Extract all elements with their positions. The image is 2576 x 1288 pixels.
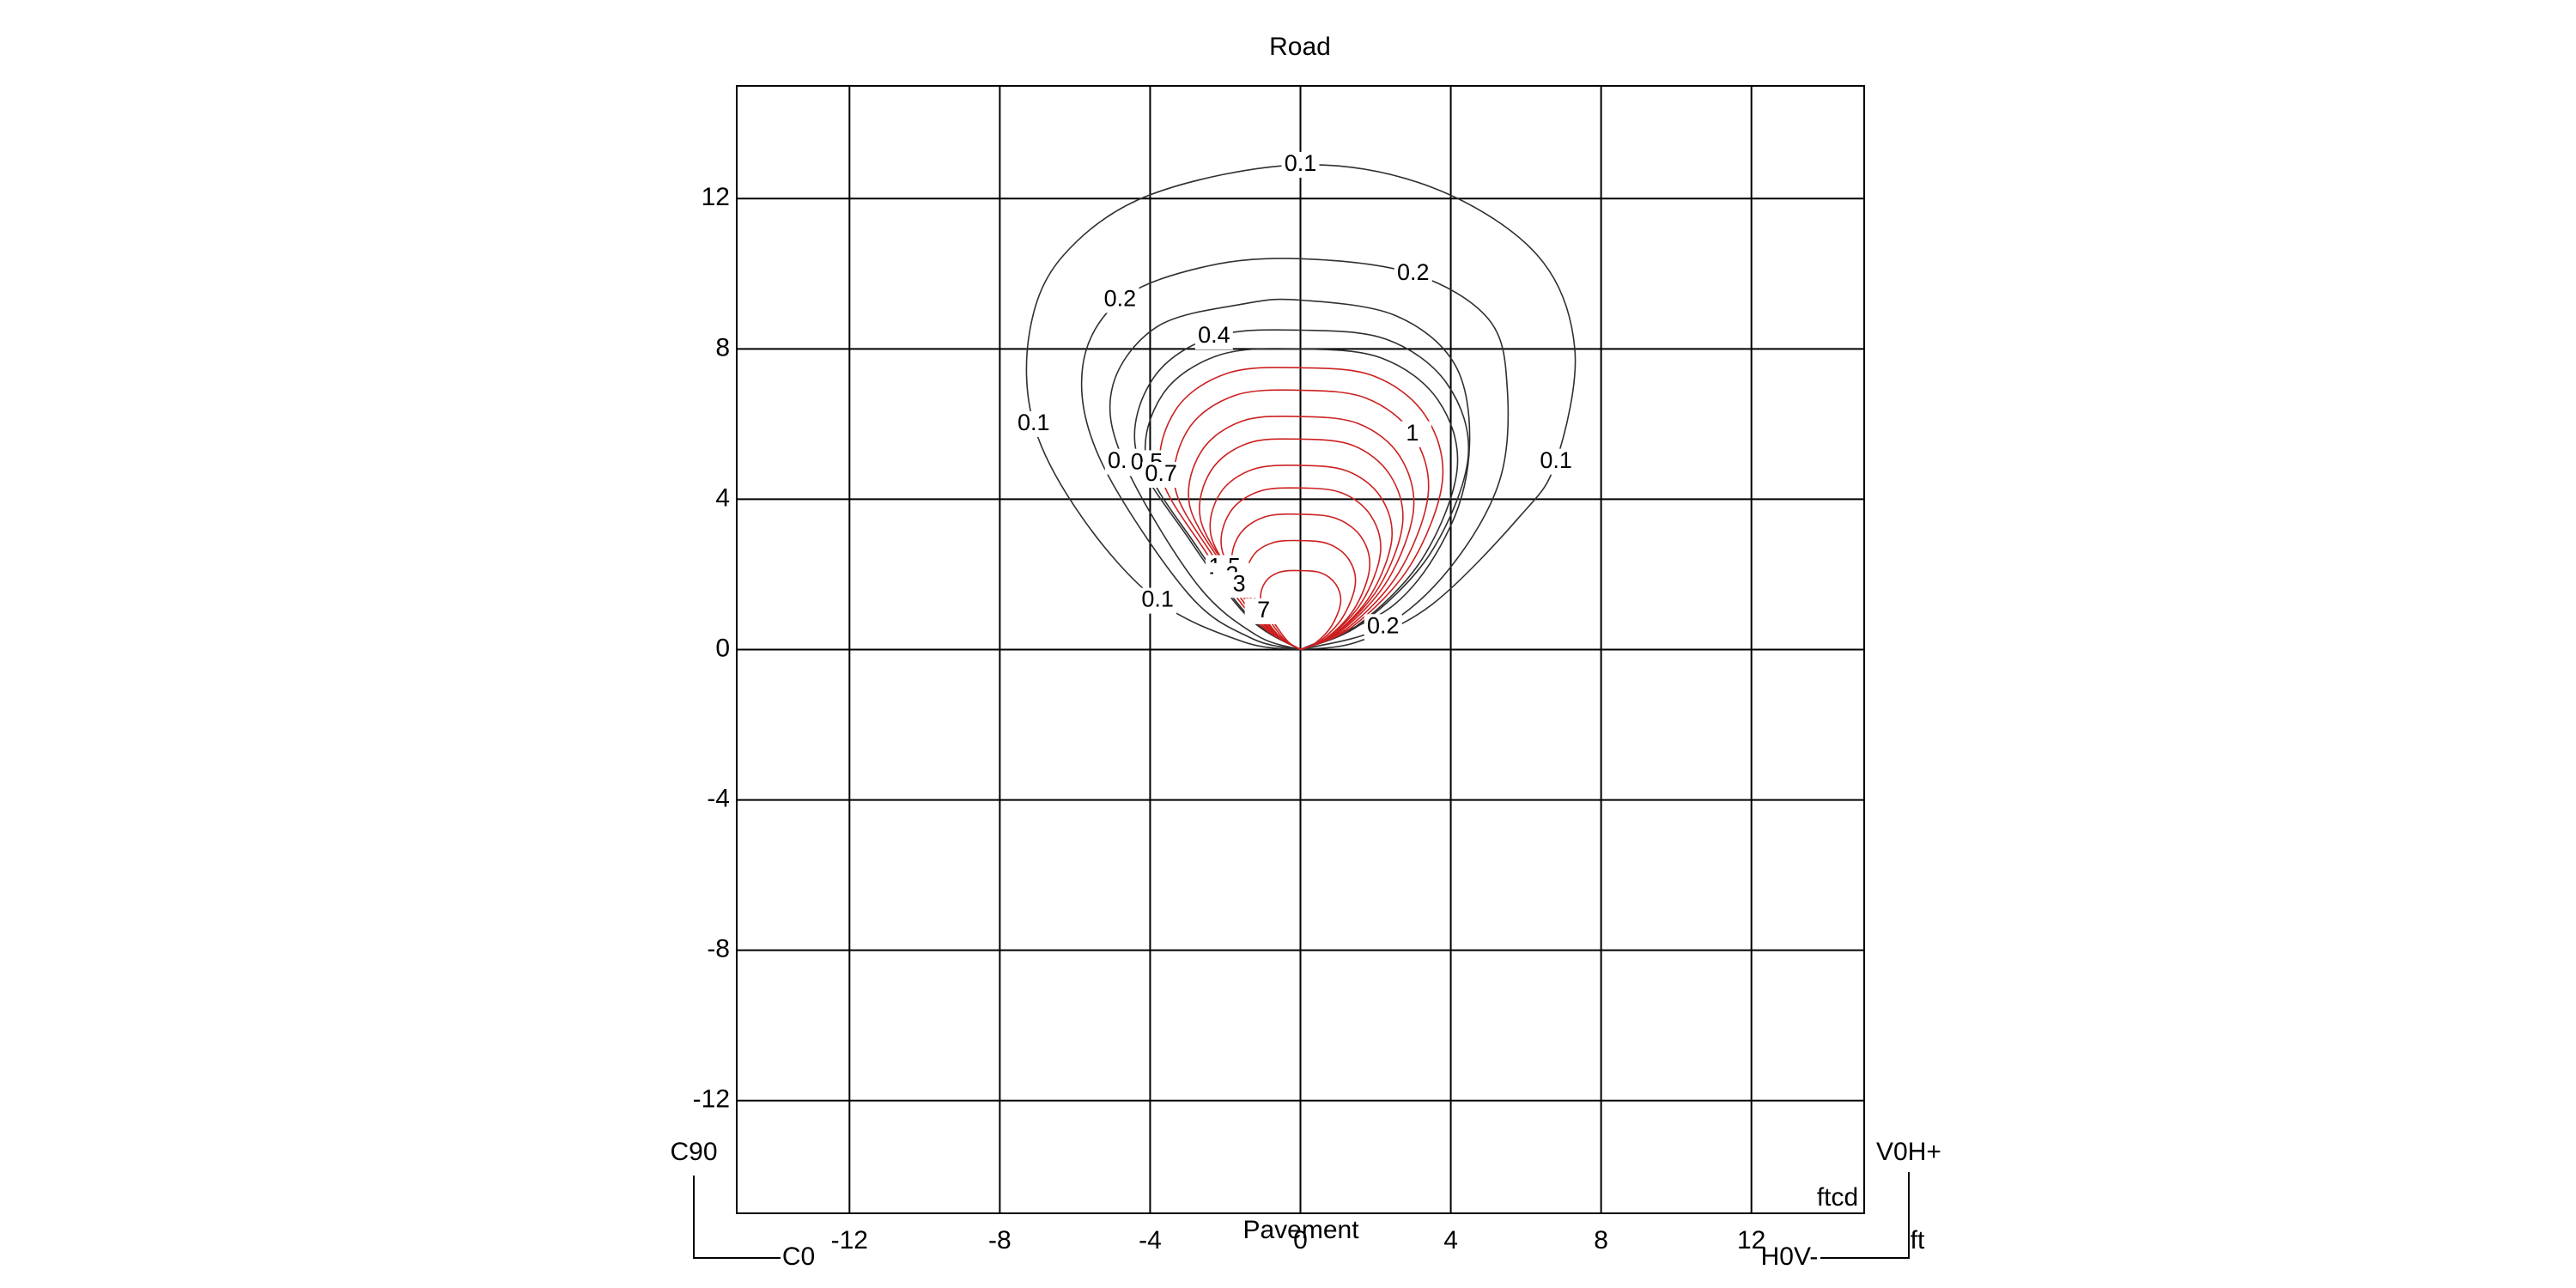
contour-label: 0.2 [1104,286,1137,312]
contour-label: 0.2 [1367,612,1400,638]
contour-line [1109,298,1471,651]
contour-line [1158,367,1444,651]
contour-label: 0.7 [1145,460,1177,486]
contour-label-bg [1220,572,1259,598]
unit-label: ft [1911,1226,1925,1255]
orientation-bracket [693,1176,781,1259]
contour-label: 0.1 [1540,447,1572,473]
contour-label-bg [1014,410,1053,437]
x-tick-label: -12 [831,1226,868,1255]
contour-label-bg [1364,614,1402,641]
contour-label-bg [1537,448,1576,475]
contour-label-bg [1393,421,1431,447]
contour-label: 1 [1406,420,1419,446]
contour-label-bg [1394,260,1432,287]
contour-label-bg [1139,587,1177,614]
x-tick-label: 0 [1293,1226,1308,1255]
y-tick-label: -12 [693,1085,730,1114]
contour-label-bg [1244,598,1283,624]
y-tick-label: 4 [715,483,730,512]
corner-label: C0 [782,1242,815,1271]
contour-label: 0.1 [1141,586,1174,612]
orientation-bracket [1820,1172,1910,1259]
unit-label: ftcd [1817,1183,1858,1212]
plot-frame [736,85,1865,1214]
contour-label: 0.1 [1018,410,1050,435]
x-tick-label: 8 [1594,1226,1608,1255]
contour-label: 0.4 [1198,322,1230,348]
contour-label-bg [1194,323,1233,349]
x-tick-label: -8 [988,1226,1012,1255]
x-tick-label: -4 [1139,1226,1162,1255]
y-tick-label: 0 [715,634,730,662]
contour-line [1144,348,1459,651]
contour-line [1133,329,1470,651]
contour-label: 3 [1233,570,1246,596]
contour-label-bg [1101,287,1139,313]
corner-label: V0H+ [1876,1138,1941,1166]
contour-label: 0.1 [1285,150,1317,176]
x-axis-label: Pavement [1242,1216,1359,1244]
chart-title: Road [1269,33,1331,61]
y-tick-label: 12 [702,183,730,211]
y-tick-label: 8 [715,333,730,361]
corner-label: C90 [670,1138,717,1166]
corner-label: H0V- [1761,1242,1819,1271]
contour-label: 7 [1257,597,1270,623]
contour-label-bg [1281,151,1320,178]
contour-line [1080,258,1510,651]
contour-label: 0.2 [1397,259,1430,285]
contour-label-bg [1142,461,1181,488]
x-tick-label: 4 [1443,1226,1458,1255]
x-tick-label: 12 [1737,1226,1765,1255]
y-tick-label: -4 [707,784,730,812]
y-tick-label: -8 [707,935,730,963]
